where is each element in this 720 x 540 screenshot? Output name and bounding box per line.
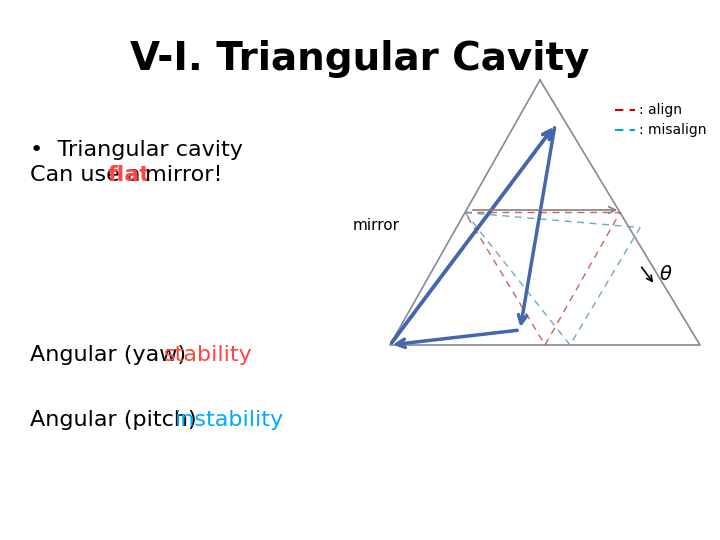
Text: : misalign: : misalign (639, 123, 706, 137)
Text: : align: : align (639, 103, 682, 117)
Text: V-I. Triangular Cavity: V-I. Triangular Cavity (130, 40, 590, 78)
Text: flat: flat (108, 165, 151, 185)
Text: stability: stability (164, 345, 253, 365)
Text: Angular (pitch): Angular (pitch) (30, 410, 204, 430)
Text: θ: θ (660, 266, 672, 285)
Text: •  Triangular cavity: • Triangular cavity (30, 140, 243, 160)
Text: mirror!: mirror! (138, 165, 222, 185)
Text: instability: instability (175, 410, 284, 430)
Text: Can use a: Can use a (30, 165, 148, 185)
Text: mirror: mirror (353, 218, 400, 233)
Text: Angular (yaw): Angular (yaw) (30, 345, 193, 365)
